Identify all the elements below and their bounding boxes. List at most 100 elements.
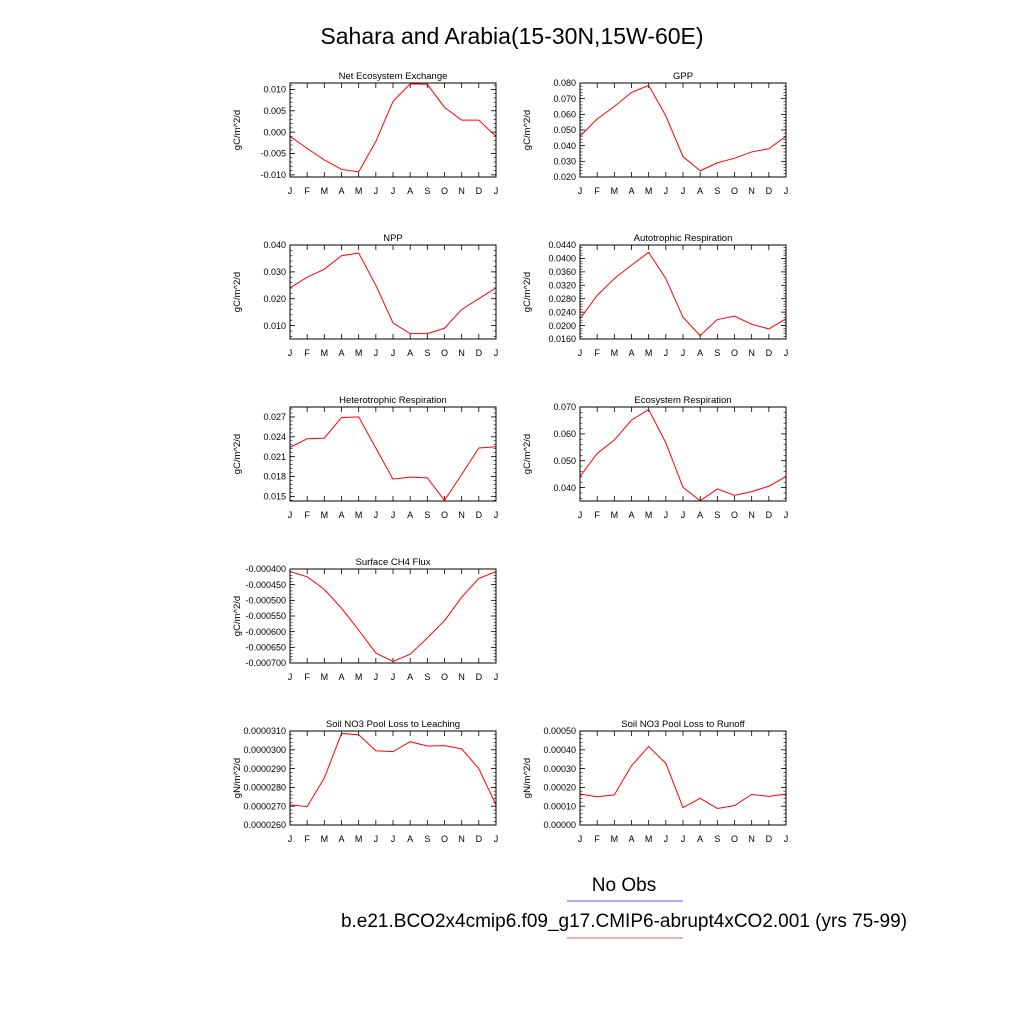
x-tick-label: O [441, 186, 448, 196]
x-tick-label: A [628, 186, 634, 196]
y-tick-label: 0.040 [553, 483, 576, 493]
x-tick-label: A [407, 186, 413, 196]
x-tick-label: O [731, 348, 738, 358]
y-tick-label: 0.010 [263, 321, 286, 331]
y-tick-label: -0.005 [260, 149, 286, 159]
x-tick-label: J [288, 834, 293, 844]
x-tick-label: J [374, 348, 379, 358]
y-tick-label: 0.030 [553, 157, 576, 167]
x-tick-label: O [731, 510, 738, 520]
x-tick-label: N [748, 348, 755, 358]
y-tick-label: 0.070 [553, 94, 576, 104]
x-tick-label: D [476, 672, 483, 682]
x-tick-label: F [594, 510, 600, 520]
x-tick-label: A [338, 510, 344, 520]
x-tick-label: J [288, 510, 293, 520]
legend: No Obs b.e21.BCO2x4cmip6.f09_g17.CMIP6-a… [341, 875, 907, 939]
series-line [579, 408, 787, 502]
x-tick-label: A [697, 834, 703, 844]
x-tick-label: D [766, 834, 773, 844]
x-tick-label: M [355, 186, 363, 196]
y-tick-label: -0.000700 [245, 658, 286, 668]
x-tick-label: A [407, 672, 413, 682]
x-tick-label: S [714, 834, 720, 844]
y-tick-label: 0.020 [263, 294, 286, 304]
x-tick-label: J [664, 186, 669, 196]
y-tick-label: 0.00000 [543, 820, 576, 830]
x-tick-label: O [441, 672, 448, 682]
x-tick-label: M [355, 348, 363, 358]
x-tick-label: S [424, 348, 430, 358]
y-tick-label: -0.000450 [245, 580, 286, 590]
x-tick-label: A [697, 186, 703, 196]
y-tick-label: 0.00010 [543, 801, 576, 811]
y-tick-label: 0.040 [553, 141, 576, 151]
y-axis-label: gN/m^2/d [522, 758, 533, 798]
y-tick-label: 0.0000300 [243, 745, 286, 755]
y-tick-label: 0.027 [263, 412, 286, 422]
x-tick-label: J [494, 510, 499, 520]
x-tick-label: D [476, 348, 483, 358]
plot-frame [289, 82, 497, 178]
x-tick-label: A [628, 510, 634, 520]
x-tick-label: J [578, 834, 583, 844]
y-tick-label: 0.024 [263, 432, 286, 442]
x-tick-label: S [714, 186, 720, 196]
y-tick-label: 0.0400 [548, 254, 576, 264]
plot-frame [289, 244, 497, 340]
x-tick-label: J [784, 510, 789, 520]
x-tick-label: A [628, 834, 634, 844]
x-tick-label: M [355, 834, 363, 844]
panel-title: Net Ecosystem Exchange [339, 71, 448, 82]
x-tick-label: M [611, 186, 619, 196]
x-tick-label: J [494, 672, 499, 682]
y-tick-label: 0.0000260 [243, 820, 286, 830]
y-tick-label: 0.0160 [548, 334, 576, 344]
plot-frame [289, 568, 497, 664]
x-tick-label: J [374, 186, 379, 196]
x-tick-label: A [697, 510, 703, 520]
y-tick-label: -0.000650 [245, 643, 286, 653]
x-tick-label: N [458, 186, 465, 196]
panel-title: Surface CH4 Flux [356, 557, 431, 568]
x-tick-label: M [645, 834, 653, 844]
panel-title: Soil NO3 Pool Loss to Runoff [621, 719, 745, 730]
x-tick-label: F [304, 834, 310, 844]
panel-title: GPP [673, 71, 693, 82]
y-tick-label: 0.050 [553, 125, 576, 135]
x-tick-label: M [355, 672, 363, 682]
series-line [289, 732, 497, 808]
x-tick-label: J [494, 186, 499, 196]
x-tick-label: F [594, 834, 600, 844]
x-tick-label: S [714, 348, 720, 358]
y-tick-label: 0.0240 [548, 307, 576, 317]
y-axis-label: gC/m^2/d [522, 110, 533, 150]
y-tick-label: 0.00020 [543, 783, 576, 793]
x-tick-label: A [697, 348, 703, 358]
plot-frame [579, 406, 787, 502]
x-tick-label: N [748, 834, 755, 844]
y-tick-label: 0.0200 [548, 321, 576, 331]
x-tick-label: J [664, 834, 669, 844]
x-tick-label: A [338, 348, 344, 358]
x-tick-label: O [731, 186, 738, 196]
y-tick-label: 0.0000270 [243, 801, 286, 811]
x-tick-label: J [784, 186, 789, 196]
x-tick-label: F [304, 348, 310, 358]
x-tick-label: A [407, 510, 413, 520]
x-tick-label: F [594, 348, 600, 358]
series-line [579, 251, 787, 337]
x-tick-label: D [476, 834, 483, 844]
x-tick-label: J [494, 834, 499, 844]
plot-frame [579, 82, 787, 178]
y-tick-label: 0.0440 [548, 240, 576, 250]
y-axis-label: gN/m^2/d [232, 758, 243, 798]
x-tick-label: J [784, 834, 789, 844]
x-tick-label: M [645, 348, 653, 358]
